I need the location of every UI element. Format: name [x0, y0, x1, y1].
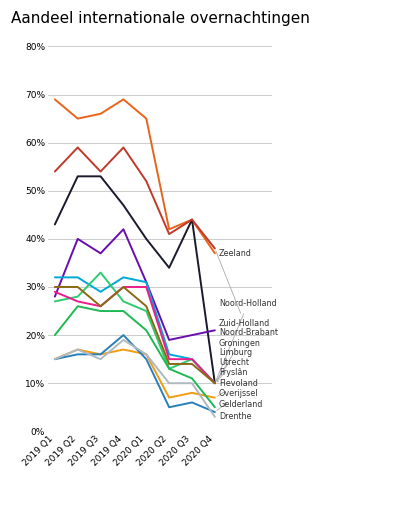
Text: Zeeland: Zeeland — [219, 249, 252, 258]
Text: Utrecht: Utrecht — [217, 358, 249, 381]
Text: Gelderland: Gelderland — [219, 400, 263, 409]
Text: Drenthe: Drenthe — [219, 412, 252, 421]
Text: Fryslân: Fryslân — [217, 368, 247, 382]
Text: Zuid-Holland: Zuid-Holland — [216, 251, 270, 328]
Text: Groningen: Groningen — [216, 339, 261, 381]
Text: Limburg: Limburg — [216, 348, 252, 381]
Text: Overijssel: Overijssel — [217, 389, 258, 410]
Title: Aandeel internationale overnachtingen: Aandeel internationale overnachtingen — [10, 11, 310, 26]
Text: Flevoland: Flevoland — [217, 379, 258, 396]
Text: Noord-Brabant: Noord-Brabant — [219, 328, 278, 337]
Text: Noord-Holland: Noord-Holland — [216, 299, 276, 381]
